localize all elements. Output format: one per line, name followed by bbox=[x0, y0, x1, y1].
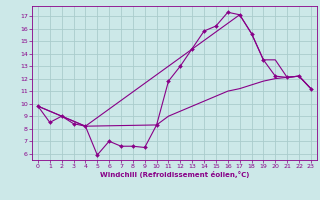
X-axis label: Windchill (Refroidissement éolien,°C): Windchill (Refroidissement éolien,°C) bbox=[100, 171, 249, 178]
